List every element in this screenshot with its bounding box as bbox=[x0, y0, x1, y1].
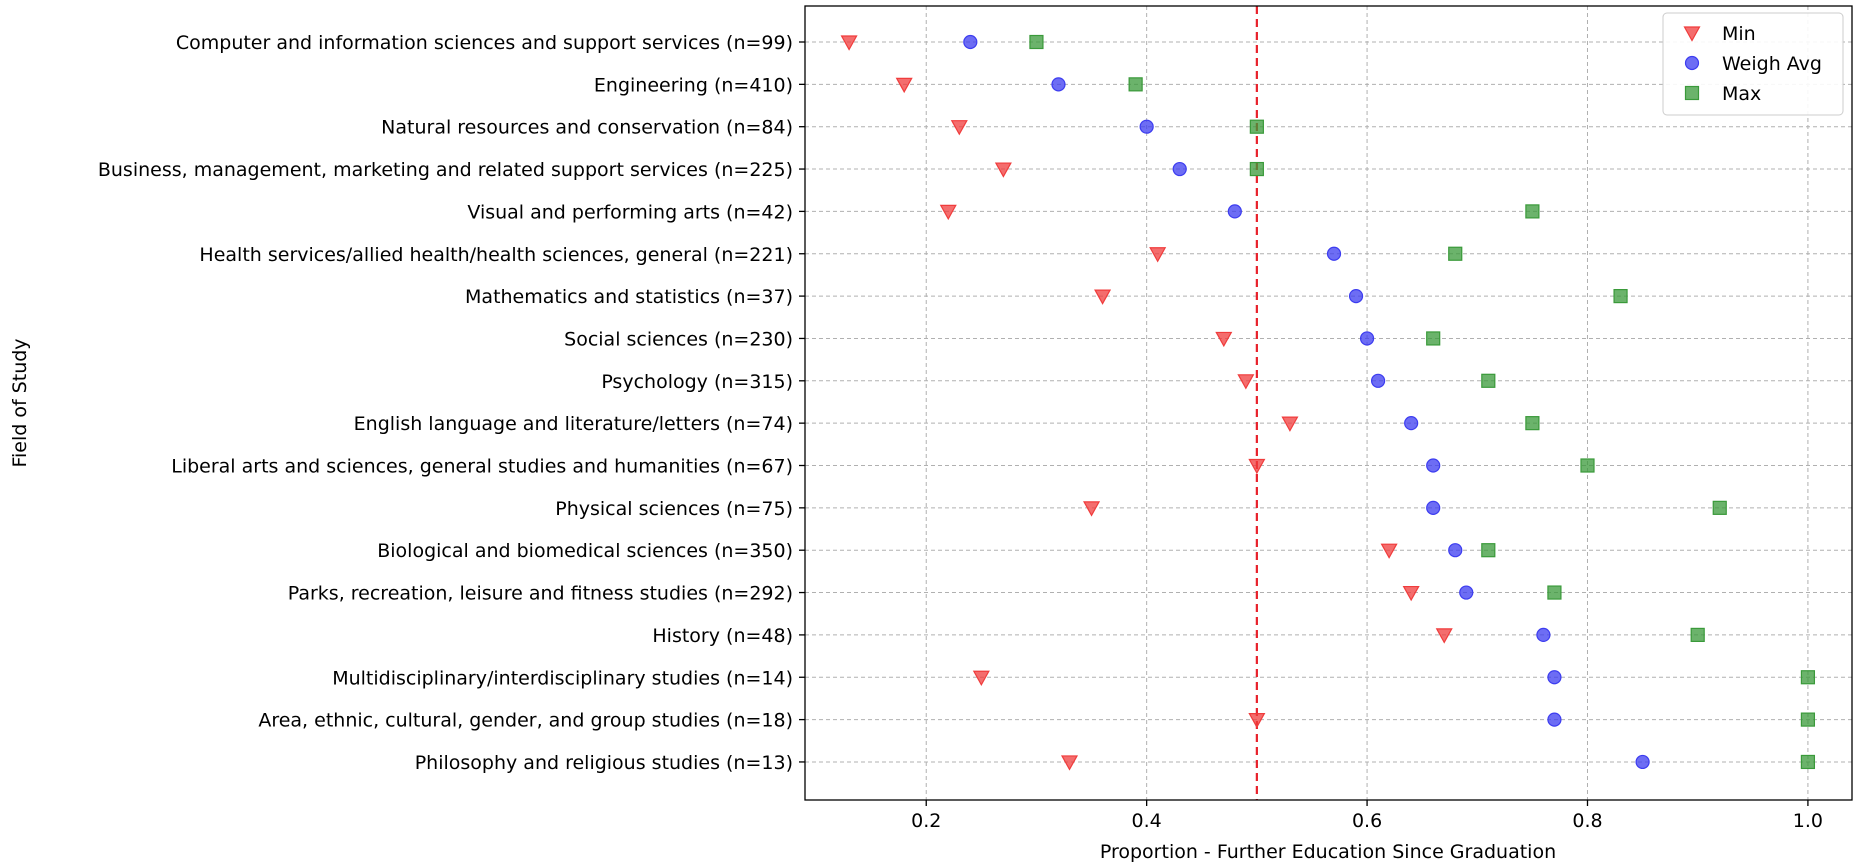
point-circle bbox=[1370, 373, 1386, 388]
point-circle bbox=[1139, 119, 1154, 134]
point-triangle-down bbox=[1435, 628, 1453, 644]
point-triangle-down bbox=[950, 120, 968, 136]
point-square bbox=[1712, 500, 1727, 515]
y-tick-label: Multidisciplinary/interdisciplinary stud… bbox=[332, 667, 793, 689]
x-ticks: 0.2 0.4 0.6 0.8 1.0 bbox=[911, 800, 1823, 832]
point-triangle-down bbox=[1094, 289, 1112, 305]
point-triangle-down bbox=[1149, 247, 1167, 263]
point-square bbox=[1800, 670, 1816, 685]
y-tick-label: English language and literature/letters … bbox=[354, 413, 793, 435]
point-circle bbox=[1051, 77, 1066, 92]
point-triangle-down bbox=[1402, 585, 1420, 602]
x-tick-label: 0.2 bbox=[911, 810, 941, 832]
plot-frame bbox=[804, 5, 1853, 801]
point-triangle-down bbox=[895, 77, 913, 94]
point-triangle-down bbox=[1083, 501, 1101, 517]
legend-marker bbox=[1683, 26, 1701, 42]
point-circle bbox=[1459, 585, 1474, 600]
point-triangle-down bbox=[994, 162, 1012, 178]
y-tick-label: Mathematics and statistics (n=37) bbox=[465, 286, 793, 308]
point-circle bbox=[1635, 754, 1650, 770]
point-circle bbox=[1227, 204, 1242, 219]
point-square bbox=[1448, 246, 1463, 261]
y-tick-label: Philosophy and religious studies (n=13) bbox=[415, 752, 793, 774]
point-triangle-down bbox=[840, 35, 858, 51]
y-tick-label: Engineering (n=410) bbox=[594, 74, 793, 96]
point-square bbox=[1525, 204, 1540, 219]
point-circle bbox=[1326, 246, 1342, 261]
point-square bbox=[1426, 331, 1441, 346]
y-tick-label: Natural resources and conservation (n=84… bbox=[381, 117, 793, 139]
x-tick-label: 1.0 bbox=[1793, 810, 1823, 832]
point-circle bbox=[1404, 416, 1419, 431]
y-tick-label: Psychology (n=315) bbox=[601, 371, 793, 393]
point-circle bbox=[1448, 543, 1463, 558]
point-circle bbox=[963, 34, 978, 50]
legend: Min Weigh Avg Max bbox=[1662, 12, 1844, 116]
legend-marker bbox=[1684, 55, 1700, 71]
y-tick-label: Parks, recreation, leisure and fitness s… bbox=[288, 583, 793, 605]
legend-label: Max bbox=[1722, 83, 1761, 105]
point-triangle-down bbox=[1215, 331, 1233, 348]
point-circle bbox=[1348, 289, 1364, 304]
x-axis-title: Proportion - Further Education Since Gra… bbox=[1100, 841, 1556, 863]
legend-label: Weigh Avg bbox=[1722, 53, 1822, 75]
legend-box bbox=[1662, 12, 1844, 116]
y-tick-label: Area, ethnic, cultural, gender, and grou… bbox=[258, 710, 793, 732]
y-tick-label: Business, management, marketing and rela… bbox=[98, 159, 793, 181]
y-tick-label: Physical sciences (n=75) bbox=[555, 498, 793, 520]
point-square bbox=[1525, 416, 1540, 431]
point-square bbox=[1800, 754, 1816, 770]
x-tick-label: 0.8 bbox=[1572, 810, 1602, 832]
point-square bbox=[1800, 712, 1816, 727]
point-circle bbox=[1426, 500, 1441, 515]
point-circle bbox=[1547, 670, 1562, 685]
y-tick-label: Social sciences (n=230) bbox=[564, 328, 793, 350]
point-triangle-down bbox=[1248, 458, 1266, 475]
point-triangle-down bbox=[1060, 755, 1079, 771]
point-square bbox=[1029, 34, 1044, 50]
y-tick-label: Visual and performing arts (n=42) bbox=[467, 201, 793, 223]
y-tick-label: Liberal arts and sciences, general studi… bbox=[171, 456, 793, 478]
point-triangle-down bbox=[1248, 712, 1266, 729]
y-axis-title: Field of Study bbox=[9, 338, 31, 467]
point-triangle-down bbox=[1237, 374, 1255, 390]
y-tick-labels: Computer and information sciences and su… bbox=[98, 32, 805, 774]
y-tick-label: Health services/allied health/health sci… bbox=[199, 244, 793, 266]
point-square bbox=[1690, 627, 1705, 643]
point-square bbox=[1580, 458, 1595, 473]
point-square bbox=[1613, 289, 1628, 304]
y-tick-label: Biological and biomedical sciences (n=35… bbox=[377, 540, 793, 562]
point-circle bbox=[1359, 331, 1375, 346]
legend-marker bbox=[1684, 85, 1700, 101]
point-triangle-down bbox=[1281, 416, 1299, 432]
point-circle bbox=[1426, 458, 1441, 473]
point-circle bbox=[1536, 627, 1551, 643]
point-square bbox=[1249, 161, 1264, 177]
point-triangle-down bbox=[939, 204, 957, 221]
y-tick-label: History (n=48) bbox=[652, 625, 793, 647]
point-triangle-down bbox=[972, 670, 990, 686]
point-square bbox=[1481, 543, 1496, 558]
point-triangle-down bbox=[1380, 543, 1398, 559]
point-square bbox=[1547, 585, 1562, 600]
point-circle bbox=[1172, 161, 1187, 177]
y-tick-label: Computer and information sciences and su… bbox=[176, 32, 793, 54]
x-tick-label: 0.6 bbox=[1352, 810, 1382, 832]
point-square bbox=[1128, 77, 1143, 92]
data-markers bbox=[840, 34, 1816, 771]
point-square bbox=[1481, 373, 1496, 388]
grid-lines bbox=[805, 6, 1852, 800]
point-circle bbox=[1547, 712, 1562, 727]
legend-label: Min bbox=[1722, 23, 1756, 45]
x-tick-label: 0.4 bbox=[1132, 810, 1162, 832]
point-square bbox=[1249, 119, 1264, 134]
